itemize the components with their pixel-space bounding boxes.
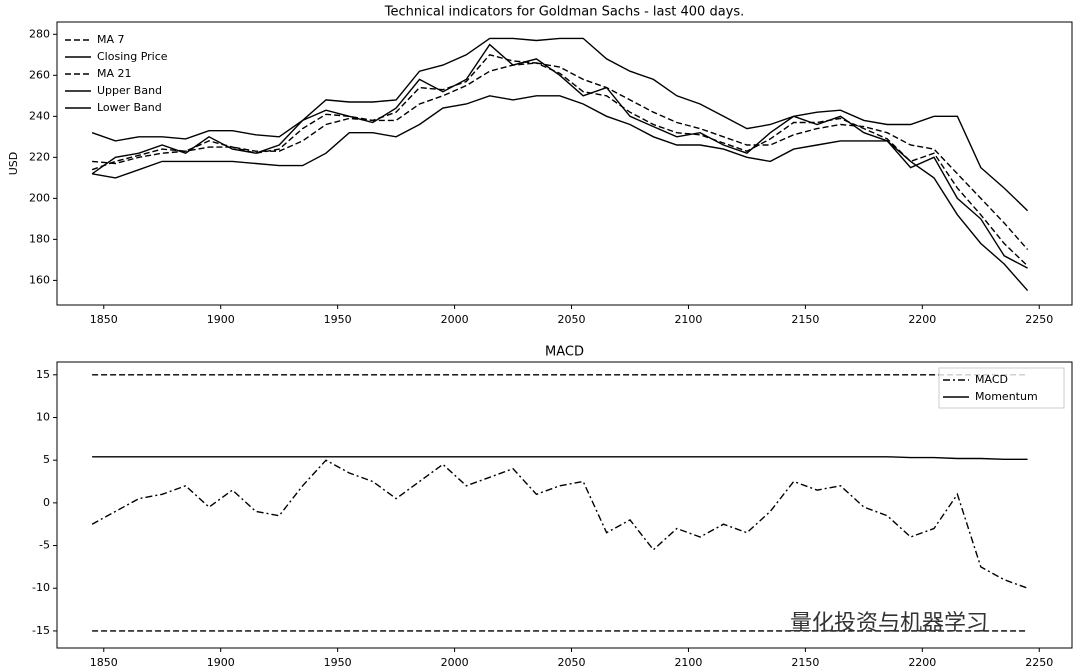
y-tick-label: 220: [29, 150, 50, 163]
plot-frame: [56, 21, 1073, 306]
plot-frame: [56, 361, 1073, 649]
legend-label: MA 7: [97, 33, 125, 46]
chart-title: Technical indicators for Goldman Sachs -…: [384, 5, 745, 20]
y-tick-label: 280: [29, 27, 50, 40]
x-tick-label: 2200: [908, 313, 936, 326]
x-tick-label: 2050: [558, 656, 586, 669]
x-tick-label: 2250: [1025, 656, 1053, 669]
y-tick-label: -10: [32, 581, 50, 594]
line-series: [92, 456, 1028, 460]
legend: MA 7 Closing Price MA 21 Upper Band Lower Ba…: [61, 28, 186, 119]
x-tick-label: 2100: [674, 656, 702, 669]
line-series: [91, 54, 1029, 267]
y-tick-label: 0: [43, 496, 50, 509]
y-tick-label: 200: [29, 191, 50, 204]
y-tick-label: 260: [29, 68, 50, 81]
legend-box: [61, 28, 186, 119]
x-tick-label: 2100: [674, 313, 702, 326]
y-tick-label: -15: [32, 624, 50, 637]
legend-label: Lower Band: [97, 101, 162, 114]
x-tick-label: 2150: [791, 656, 819, 669]
legend: MACD Momentum: [938, 367, 1065, 409]
y-tick-label: 160: [29, 273, 50, 286]
x-tick-label: 2150: [791, 313, 819, 326]
legend-box: [938, 367, 1065, 409]
x-tick-label: 2000: [441, 313, 469, 326]
legend-label: Upper Band: [97, 84, 162, 97]
y-tick-label: 15: [36, 368, 50, 381]
legend-label: MA 21: [97, 67, 132, 80]
y-tick-label: 180: [29, 232, 50, 245]
chart-title: MACD: [545, 345, 584, 360]
x-tick-label: 2250: [1025, 313, 1053, 326]
x-tick-label: 2200: [908, 656, 936, 669]
y-tick-label: 10: [36, 410, 50, 423]
y-tick-label: -5: [39, 539, 50, 552]
line-series: [91, 459, 1028, 589]
x-tick-label: 2050: [558, 313, 586, 326]
legend-label: Momentum: [975, 390, 1038, 403]
x-tick-label: 1950: [324, 313, 352, 326]
watermark: 量化投资与机器学习: [790, 611, 988, 636]
x-tick-label: 1950: [324, 656, 352, 669]
line-series: [91, 95, 1029, 292]
y-axis-label: USD: [7, 152, 20, 176]
y-tick-label: 5: [43, 453, 50, 466]
y-tick-label: 240: [29, 109, 50, 122]
x-tick-label: 1900: [207, 656, 235, 669]
x-tick-label: 1850: [90, 313, 118, 326]
line-series: [91, 37, 1029, 212]
x-tick-label: 1850: [90, 656, 118, 669]
line-series: [91, 43, 1028, 269]
line-series: [92, 62, 1029, 251]
legend-label: MACD: [975, 373, 1008, 386]
x-tick-label: 2000: [441, 656, 469, 669]
legend-label: Closing Price: [97, 50, 168, 63]
x-tick-label: 1900: [207, 313, 235, 326]
